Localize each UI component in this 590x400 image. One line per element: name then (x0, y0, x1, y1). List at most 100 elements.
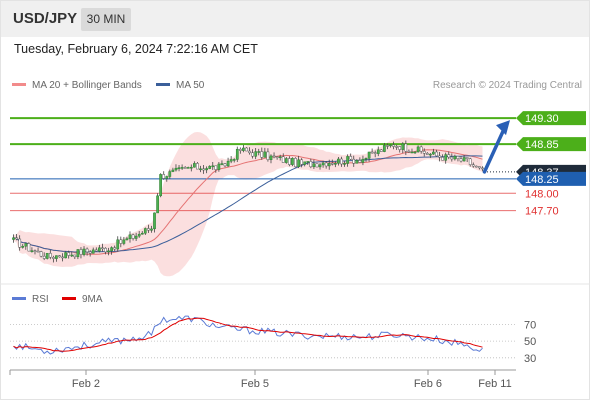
candle-body (294, 158, 297, 168)
level-tag-pivot (516, 171, 586, 186)
candle-body (373, 152, 377, 154)
candle (196, 161, 199, 170)
candle (183, 166, 187, 169)
candle (232, 158, 236, 163)
candle-body (177, 167, 181, 169)
candle (419, 145, 423, 154)
candle (217, 162, 221, 172)
candle-body (147, 228, 150, 231)
candle-body (140, 232, 144, 235)
candle-body (202, 168, 205, 171)
candle (266, 148, 270, 162)
candle-body (137, 233, 141, 237)
candle (383, 142, 386, 153)
candle (257, 148, 261, 156)
candle (294, 157, 297, 168)
candle (444, 152, 448, 164)
candle (193, 161, 196, 168)
candle (309, 158, 313, 169)
x-tick-label: Feb 2 (72, 378, 100, 390)
candle-body (398, 146, 402, 150)
candle (220, 160, 224, 166)
candle (186, 166, 190, 169)
candle-body (327, 163, 331, 167)
candle (235, 146, 239, 163)
level-label-support: 148.00 (525, 188, 559, 200)
candle-body (165, 176, 169, 179)
candle-body (364, 157, 368, 160)
candle-body (468, 158, 472, 165)
candle-body (36, 250, 40, 253)
candle (159, 173, 162, 198)
candle (474, 165, 478, 168)
candle (398, 146, 402, 153)
candle (101, 243, 104, 252)
candle-body (306, 161, 310, 163)
candle (122, 236, 126, 246)
candle (481, 166, 484, 172)
candle (110, 246, 113, 255)
candle-body (425, 153, 429, 155)
candle-body (107, 250, 110, 253)
candle-body (48, 253, 52, 258)
legend-rsi: RSI (12, 294, 49, 305)
candle-body (125, 238, 129, 241)
candle-body (352, 158, 356, 164)
candle-body (98, 247, 101, 252)
candle-body (438, 155, 441, 158)
candle-body (82, 248, 86, 255)
candle-body (18, 238, 22, 248)
candle (407, 149, 411, 153)
candle (174, 164, 178, 172)
legend-ma50-label: MA 50 (176, 80, 205, 91)
candle (202, 164, 205, 174)
candle-body (389, 144, 392, 147)
candle (104, 247, 107, 255)
legend-9ma: 9MA (62, 294, 103, 305)
candle (269, 154, 273, 164)
candle (297, 155, 300, 168)
candle (67, 250, 71, 259)
symbol-title: USD/JPY (13, 10, 78, 27)
candle (291, 157, 294, 167)
candle-body (315, 163, 319, 168)
candle-body (61, 256, 64, 259)
candle (36, 247, 40, 253)
candle-body (183, 167, 187, 169)
candle (15, 234, 18, 241)
candle (416, 145, 420, 153)
candle (456, 156, 460, 162)
candle-body (199, 168, 202, 171)
candle (177, 164, 181, 172)
candle-body (481, 167, 484, 170)
candle-body (220, 163, 224, 165)
candle-body (337, 158, 340, 164)
candle-body (257, 151, 261, 153)
candle-body (55, 255, 58, 259)
candle-body (367, 151, 371, 159)
candle (229, 156, 233, 164)
candle (471, 162, 475, 168)
candle (379, 149, 383, 153)
candle-body (94, 249, 98, 252)
candle (349, 153, 353, 161)
candle (346, 154, 349, 167)
candle (389, 144, 392, 148)
candle (208, 165, 212, 170)
candle-body (386, 145, 389, 147)
candle (45, 253, 49, 260)
candle-body (275, 156, 279, 158)
timeframe-button[interactable]: 30 MIN (81, 8, 131, 31)
ma50-line (13, 155, 483, 253)
candle (306, 161, 310, 165)
candle-body (101, 247, 104, 250)
candle (205, 166, 208, 174)
level-label-support: 147.70 (525, 206, 559, 218)
candle-body (266, 151, 270, 160)
ma9-swatch (62, 296, 76, 300)
candle-body (453, 156, 457, 160)
candle (468, 157, 472, 167)
candle-body (291, 158, 294, 165)
level-label-resistance: 148.85 (525, 139, 559, 151)
